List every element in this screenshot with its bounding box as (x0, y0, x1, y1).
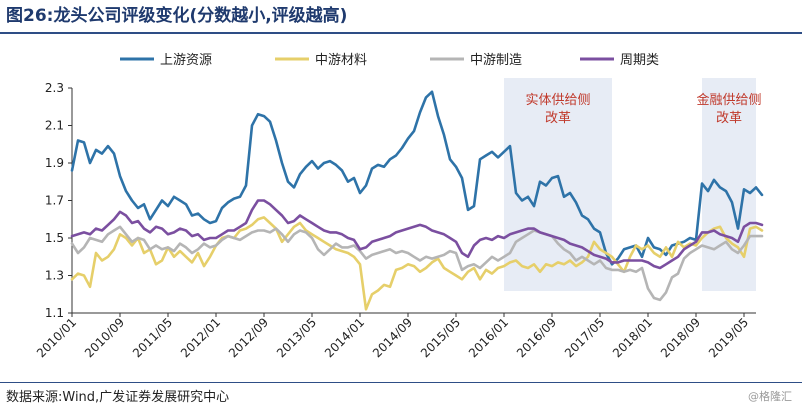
x-tick-label: 2012/01 (178, 315, 223, 360)
x-tick-label: 2018/01 (610, 315, 655, 360)
x-tick-label: 2019/05 (706, 315, 751, 360)
data-source: 数据来源:Wind,广发证券发展研究中心 (6, 390, 230, 405)
period-annotation-1: 改革 (545, 111, 571, 126)
x-tick-label: 2013/05 (274, 315, 319, 360)
watermark: @格隆汇 (748, 390, 792, 403)
y-tick-label: 1.1 (45, 306, 64, 320)
shaded-period-1 (504, 78, 612, 291)
x-tick-label: 2015/05 (418, 315, 463, 360)
x-tick-label: 2010/09 (82, 315, 127, 360)
chart-series (70, 90, 764, 311)
y-tick-label: 1.9 (45, 156, 64, 170)
legend-label: 中游制造 (470, 53, 522, 68)
title-divider (0, 32, 802, 34)
x-tick-label: 2012/09 (226, 315, 271, 360)
series-line-中游制造 (70, 225, 764, 302)
x-tick-label: 2010/01 (34, 315, 79, 360)
x-tick-label: 2018/09 (658, 315, 703, 360)
y-tick-label: 1.5 (45, 231, 64, 245)
y-tick-label: 2.1 (45, 119, 64, 133)
legend-label: 上游资源 (160, 53, 212, 68)
y-tick-label: 1.3 (45, 269, 64, 283)
source-divider (0, 382, 802, 383)
x-tick-label: 2014/09 (370, 315, 415, 360)
legend-label: 中游材料 (315, 53, 367, 68)
period-annotation-2: 改革 (716, 111, 742, 126)
y-tick-label: 1.7 (45, 194, 64, 208)
legend-label: 周期类 (620, 53, 659, 68)
chart-legend: 上游资源 中游材料 中游制造 周期类 (120, 53, 659, 68)
x-tick-label: 2017/05 (562, 315, 607, 360)
line-chart: 1.1 1.3 1.5 1.7 1.9 2.1 2.3 2010/01 2010/09 2011/… (34, 53, 764, 360)
x-tick-label: 2016/01 (466, 315, 511, 360)
x-tick-label: 2014/01 (322, 315, 367, 360)
period-annotation-1: 实体供给侧 (525, 93, 590, 108)
x-tick-label: 2016/09 (514, 315, 559, 360)
period-annotation-2: 金融供给侧 (696, 92, 761, 108)
series-line-周期类 (70, 199, 764, 270)
x-tick-label: 2011/05 (130, 315, 175, 360)
chart-axes: 1.1 1.3 1.5 1.7 1.9 2.1 2.3 2010/01 2010/09 2011/… (34, 81, 756, 360)
series-line-上游资源 (70, 90, 764, 266)
series-line-中游材料 (70, 216, 764, 311)
chart-title: 图26:龙头公司评级变化(分数越小,评级越高) (6, 6, 348, 26)
y-tick-label: 2.3 (45, 81, 64, 95)
